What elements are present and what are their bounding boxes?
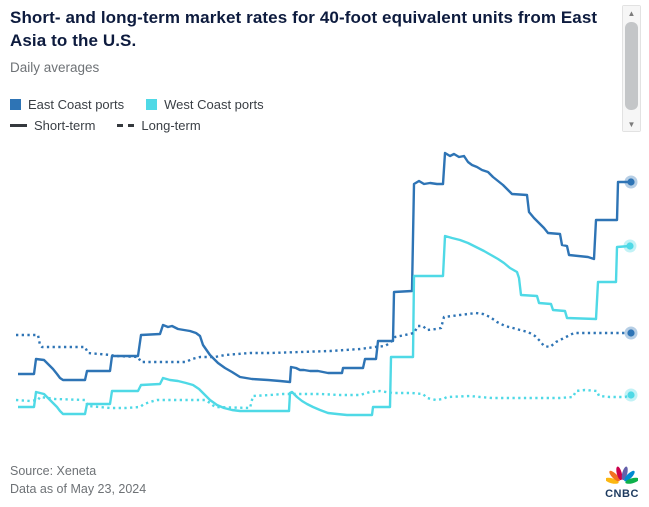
cnbc-wordmark: CNBC [605, 488, 639, 500]
vertical-scrollbar[interactable]: ▲ ▼ [622, 5, 641, 132]
legend-label-west-coast: West Coast ports [164, 96, 264, 112]
legend-item-short-term: Short-term [10, 118, 95, 133]
cnbc-logo: CNBC [604, 462, 640, 500]
legend-item-west-coast: West Coast ports [146, 96, 264, 112]
legend-item-long-term: Long-term [117, 117, 201, 133]
peacock-icon [605, 466, 639, 484]
scroll-down-icon[interactable]: ▼ [623, 117, 640, 131]
east-coast-swatch-icon [10, 98, 21, 110]
legend-item-east-coast: East Coast ports [10, 97, 124, 112]
chart-footer: Source: Xeneta Data as of May 23, 2024 [10, 463, 146, 498]
chart-legend: East Coast ports West Coast ports Short-… [10, 94, 286, 136]
solid-line-icon [10, 123, 27, 127]
west-coast-swatch-icon [146, 98, 158, 110]
scrollbar-track[interactable] [625, 20, 638, 117]
scroll-up-icon[interactable]: ▲ [623, 6, 640, 20]
as-of-text: Data as of May 23, 2024 [10, 481, 147, 496]
dashed-line-icon [117, 123, 135, 127]
chart-subtitle: Daily averages [10, 60, 100, 75]
page-title: Short- and long-term market rates for 40… [10, 8, 598, 51]
source-text: Source: Xeneta [10, 464, 97, 478]
legend-label-long-term: Long-term [141, 117, 201, 133]
legend-label-short-term: Short-term [34, 117, 96, 133]
legend-label-east-coast: East Coast ports [28, 96, 125, 112]
scrollbar-thumb[interactable] [625, 22, 638, 110]
